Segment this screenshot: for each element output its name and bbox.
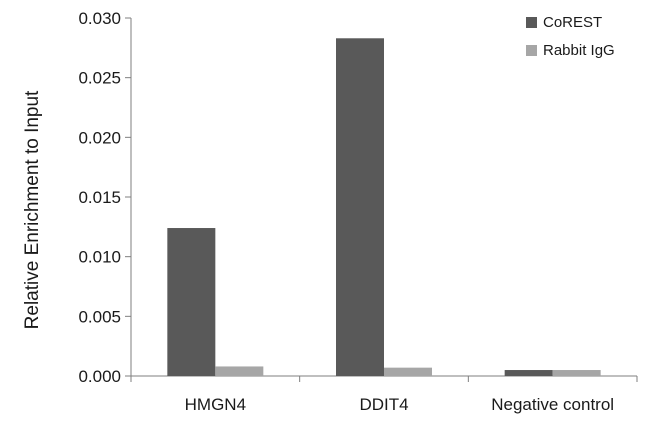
y-tick-label: 0.015 <box>78 188 121 207</box>
legend-swatch <box>526 45 537 56</box>
bar-corest-ddit4 <box>336 38 384 376</box>
y-tick-label: 0.025 <box>78 69 121 88</box>
x-category-label: Negative control <box>491 395 614 414</box>
bar-rabbit-igg-hmgn4 <box>215 366 264 376</box>
y-tick-label: 0.005 <box>78 307 121 326</box>
bar-corest-negative-control <box>504 370 553 376</box>
legend-label: Rabbit IgG <box>543 42 615 59</box>
legend-swatch <box>526 17 537 28</box>
bar-corest-hmgn4 <box>167 228 216 376</box>
x-category-label: HMGN4 <box>185 395 246 414</box>
x-category-label: DDIT4 <box>359 395 408 414</box>
y-tick-label: 0.010 <box>78 248 121 267</box>
y-tick-label: 0.030 <box>78 9 121 28</box>
legend-label: CoREST <box>543 14 602 31</box>
y-tick-label: 0.020 <box>78 128 121 147</box>
y-tick-label: 0.000 <box>78 367 121 386</box>
y-axis-title: Relative Enrichment to Input <box>22 90 43 329</box>
bar-rabbit-igg-ddit4 <box>384 367 432 376</box>
bar-rabbit-igg-negative-control <box>552 370 601 376</box>
